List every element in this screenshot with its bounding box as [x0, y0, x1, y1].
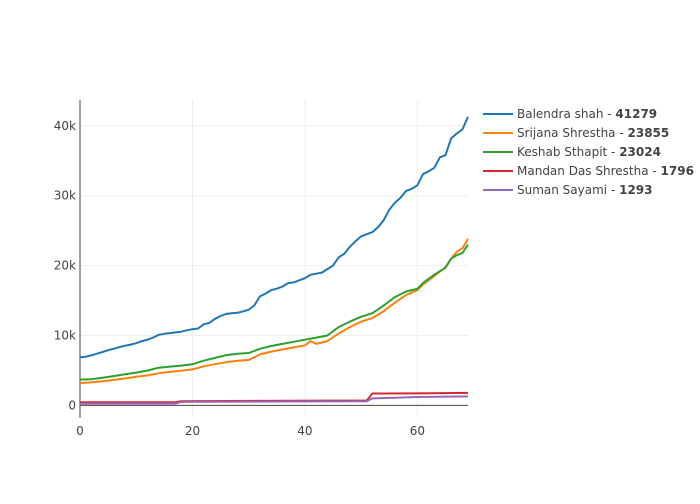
legend-series-name: Keshab Sthapit -	[517, 145, 619, 159]
legend-item[interactable]: Mandan Das Shrestha - 1796	[483, 164, 694, 178]
series-line	[79, 238, 469, 385]
grid	[80, 100, 468, 418]
legend-item[interactable]: Suman Sayami - 1293	[483, 183, 653, 197]
series-line	[79, 243, 469, 381]
series-line	[79, 116, 469, 359]
legend-label: Srijana Shrestha - 23855	[517, 126, 669, 140]
series-line	[79, 395, 469, 405]
x-tick-label: 0	[76, 424, 84, 438]
legend-series-value: 41279	[615, 107, 657, 121]
legend-series-value: 23855	[628, 126, 670, 140]
legend-series-name: Srijana Shrestha -	[517, 126, 628, 140]
legend-item[interactable]: Srijana Shrestha - 23855	[483, 126, 669, 140]
x-tick-label: 20	[185, 424, 200, 438]
series-lines	[79, 116, 469, 405]
legend-series-name: Balendra shah -	[517, 107, 615, 121]
legend-label: Balendra shah - 41279	[517, 107, 657, 121]
legend-series-name: Mandan Das Shrestha -	[517, 164, 661, 178]
legend-series-value: 1796	[661, 164, 694, 178]
y-tick-label: 40k	[54, 119, 76, 133]
legend-label: Suman Sayami - 1293	[517, 183, 653, 197]
legend-item[interactable]: Balendra shah - 41279	[483, 107, 657, 121]
x-tick-label: 40	[297, 424, 312, 438]
axes: 0 10k 20k 30k 40k 0 20 40 60	[54, 100, 468, 438]
legend[interactable]: Balendra shah - 41279 Srijana Shrestha - …	[483, 107, 694, 197]
y-tick-label: 10k	[54, 329, 76, 343]
legend-item[interactable]: Keshab Sthapit - 23024	[483, 145, 661, 159]
legend-series-value: 1293	[619, 183, 652, 197]
y-tick-label: 20k	[54, 259, 76, 273]
legend-series-name: Suman Sayami -	[517, 183, 619, 197]
legend-series-value: 23024	[619, 145, 661, 159]
y-tick-label: 0	[68, 398, 76, 412]
legend-label: Keshab Sthapit - 23024	[517, 145, 661, 159]
legend-label: Mandan Das Shrestha - 1796	[517, 164, 694, 178]
y-tick-label: 30k	[54, 189, 76, 203]
x-tick-label: 60	[410, 424, 425, 438]
